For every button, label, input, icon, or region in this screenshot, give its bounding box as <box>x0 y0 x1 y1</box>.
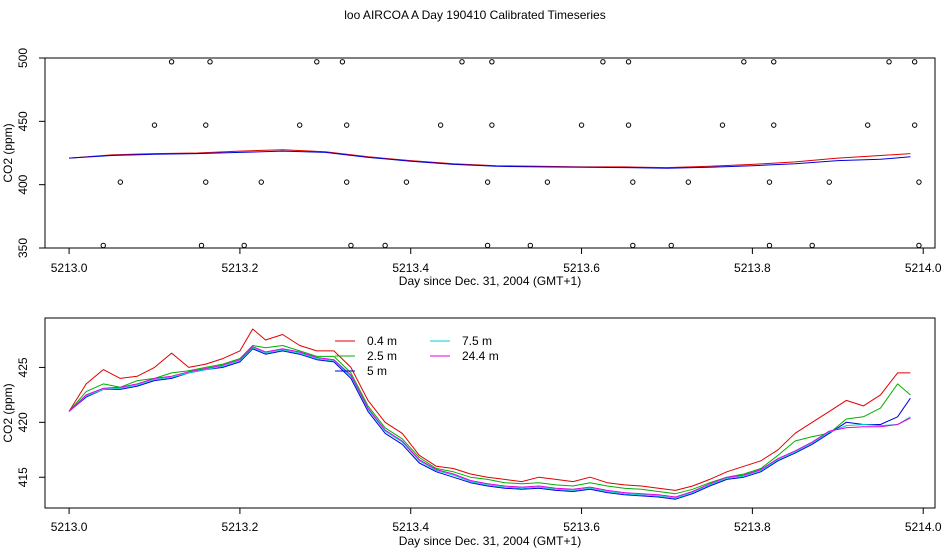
data-point <box>625 59 632 65</box>
series-group <box>68 328 911 500</box>
legend-label: 0.4 m <box>367 334 397 348</box>
data-point <box>668 242 674 249</box>
data-point <box>203 122 209 128</box>
data-point <box>258 179 264 185</box>
data-point <box>437 122 444 128</box>
data-point <box>685 179 692 185</box>
plot-frame <box>44 57 936 249</box>
data-point <box>527 242 534 249</box>
x-tick-label: 5214.0 <box>905 261 942 275</box>
x-tick-label: 5213.8 <box>734 261 771 275</box>
legend-label: 7.5 m <box>462 334 492 348</box>
data-point <box>916 179 922 185</box>
data-point <box>198 242 205 249</box>
y-axis-label: CO2 (ppm) <box>1 383 15 442</box>
data-point <box>297 122 303 128</box>
data-point <box>809 242 815 249</box>
y-tick-label: 500 <box>16 48 30 68</box>
x-axis-label: Day since Dec. 31, 2004 (GMT+1) <box>399 274 581 288</box>
x-tick-label: 5213.4 <box>392 261 429 275</box>
data-point <box>916 242 922 249</box>
data-point <box>719 122 726 128</box>
x-tick-label: 5213.8 <box>734 520 771 534</box>
data-point <box>382 242 388 249</box>
data-point <box>741 59 747 65</box>
series-line-7-5-m <box>68 347 911 499</box>
data-point <box>489 122 495 128</box>
data-point <box>911 122 918 128</box>
y-tick-label: 425 <box>16 357 30 377</box>
data-point <box>578 122 585 128</box>
x-tick-label: 5214.0 <box>905 520 942 534</box>
y-tick-label: 400 <box>16 174 30 194</box>
data-point <box>343 179 350 185</box>
data-point <box>484 179 491 185</box>
x-axis-label: Day since Dec. 31, 2004 (GMT+1) <box>399 534 581 548</box>
series-line-24-4-m <box>68 346 911 498</box>
data-point <box>459 59 465 65</box>
y-tick-label: 350 <box>16 238 30 258</box>
y-axis-label: CO2 (ppm) <box>1 123 15 182</box>
y-tick-label: 450 <box>16 111 30 131</box>
legend-label: 24.4 m <box>462 349 499 363</box>
plot-frame <box>44 317 936 509</box>
x-tick-label: 5213.4 <box>392 520 429 534</box>
data-point <box>911 59 918 65</box>
data-point <box>489 59 495 65</box>
series-group <box>69 149 911 169</box>
data-point <box>771 59 777 65</box>
data-point <box>241 242 247 249</box>
top-panel: 5213.0 5213.2 5213.4 5213.6 5213.8 5214.0 Day … <box>1 48 942 288</box>
data-point <box>207 59 213 65</box>
data-point <box>151 122 158 128</box>
data-point <box>625 122 632 128</box>
data-point <box>343 122 350 128</box>
data-point <box>886 59 892 65</box>
y-tick-label: 420 <box>16 412 30 432</box>
data-point <box>339 59 346 65</box>
series-line-1 <box>69 150 911 169</box>
series-line-0-4-m <box>68 328 911 491</box>
bottom-panel: 5213.0 5213.2 5213.4 5213.6 5213.8 5214.0 Day … <box>1 317 942 548</box>
y-tick-label: 415 <box>16 467 30 487</box>
data-point <box>314 59 320 65</box>
data-point <box>100 242 106 249</box>
legend-label: 5 m <box>367 364 387 378</box>
x-tick-label: 5213.2 <box>222 520 259 534</box>
x-tick-label: 5213.0 <box>51 520 88 534</box>
legend-label: 2.5 m <box>367 349 397 363</box>
data-point <box>630 242 636 249</box>
x-tick-label: 5213.6 <box>563 520 600 534</box>
data-point <box>864 122 871 128</box>
data-point <box>826 179 832 185</box>
data-point <box>484 242 491 249</box>
data-point <box>203 179 209 185</box>
data-point <box>348 242 354 249</box>
figure-title: loo AIRCOA A Day 190410 Calibrated Times… <box>344 8 605 22</box>
x-tick-label: 5213.0 <box>51 261 88 275</box>
data-point <box>771 122 777 128</box>
x-tick-label: 5213.6 <box>563 261 600 275</box>
data-point <box>403 179 410 185</box>
data-point <box>766 179 773 185</box>
data-point <box>766 242 773 249</box>
series-line-0 <box>69 149 911 169</box>
data-point <box>168 59 175 65</box>
series-line-2-5-m <box>68 345 911 495</box>
data-point <box>600 59 606 65</box>
data-point <box>117 179 124 185</box>
data-point <box>544 179 551 185</box>
x-tick-label: 5213.2 <box>222 261 259 275</box>
data-point <box>630 179 636 185</box>
